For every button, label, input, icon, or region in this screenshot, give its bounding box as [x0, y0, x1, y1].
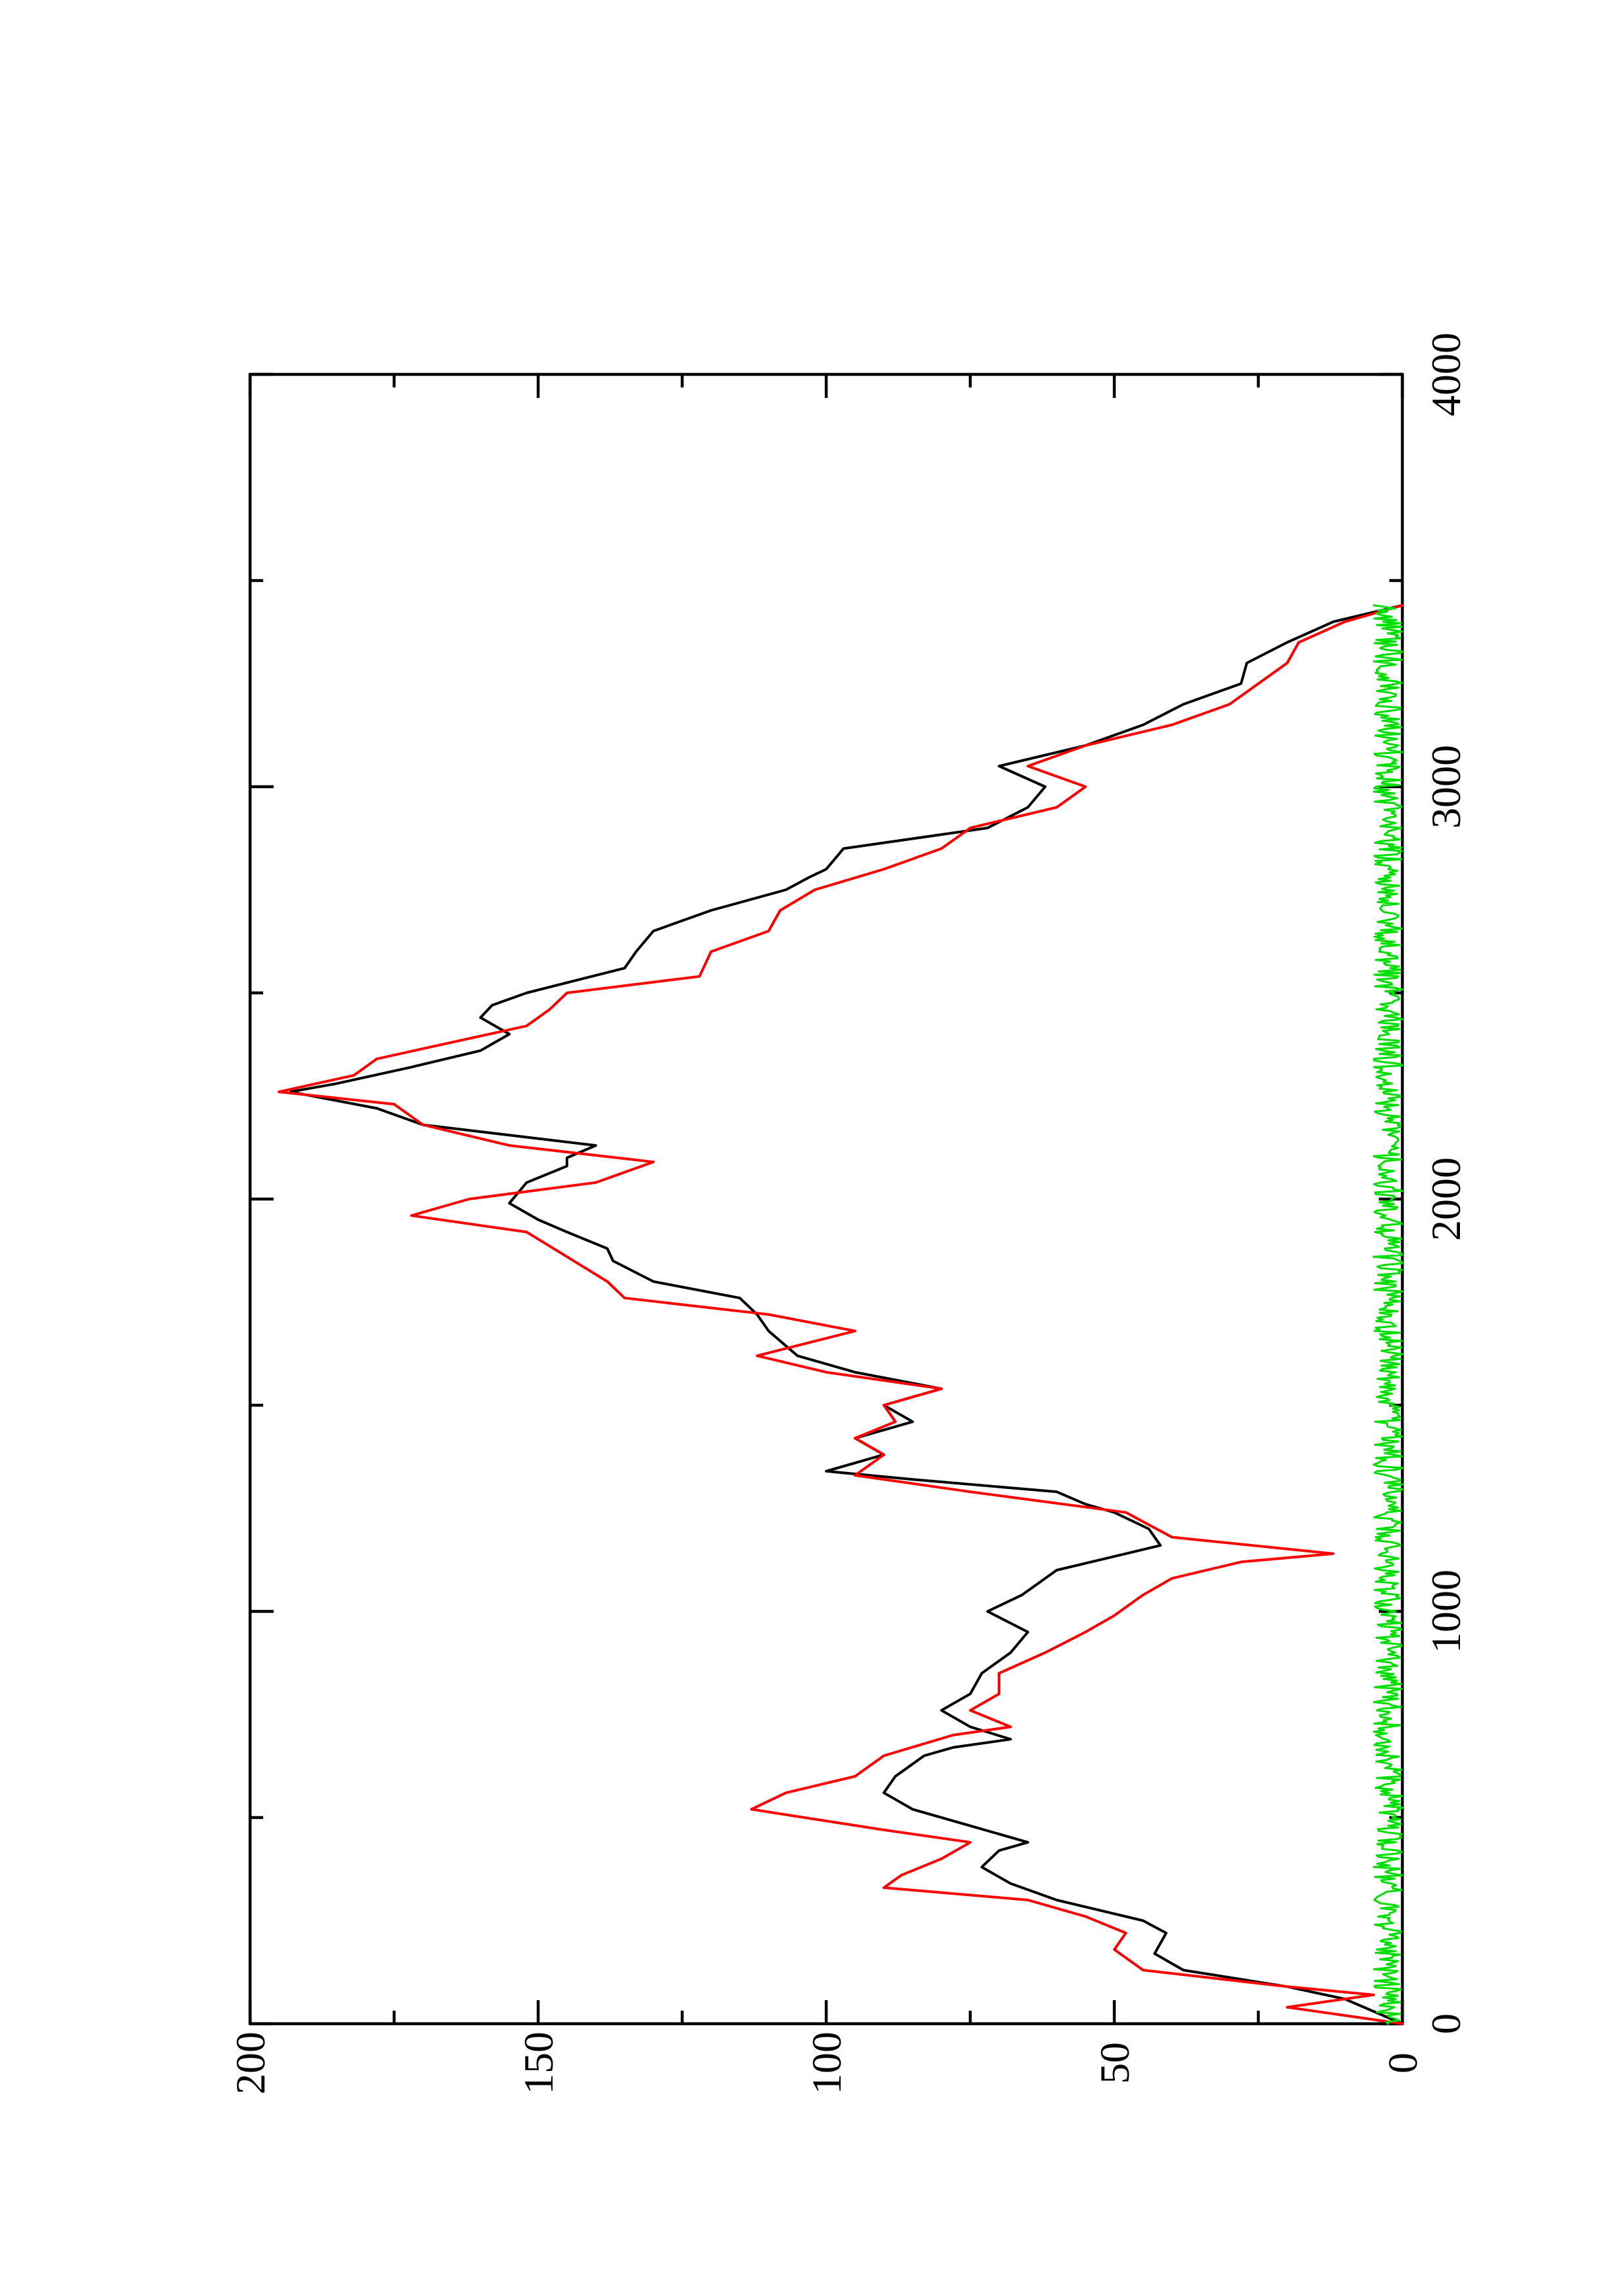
plot-frame — [248, 372, 1404, 2026]
tick-labels: 0 1000 2000 3000 4000 0 50 100 150 200 — [227, 332, 1469, 2094]
y-tick-label: 50 — [1091, 2042, 1138, 2084]
y-tick-label: 150 — [515, 2032, 562, 2094]
y-tick-label: 200 — [227, 2032, 274, 2094]
x-tick-label: 3000 — [1423, 745, 1469, 829]
x-tick-label: 4000 — [1423, 332, 1469, 416]
x-tick-label: 1000 — [1423, 1570, 1469, 1653]
x-tick-label: 0 — [1423, 2013, 1469, 2034]
y-tick-label: 0 — [1379, 2053, 1426, 2073]
y-tick-label: 100 — [803, 2032, 850, 2094]
plot-series — [278, 603, 1404, 2025]
x-tick-label: 2000 — [1423, 1157, 1469, 1241]
plot-axes — [248, 372, 1404, 2026]
series-black-line — [289, 603, 1404, 2025]
series-green-line — [1372, 604, 1404, 2025]
series-red-line — [278, 603, 1404, 2025]
